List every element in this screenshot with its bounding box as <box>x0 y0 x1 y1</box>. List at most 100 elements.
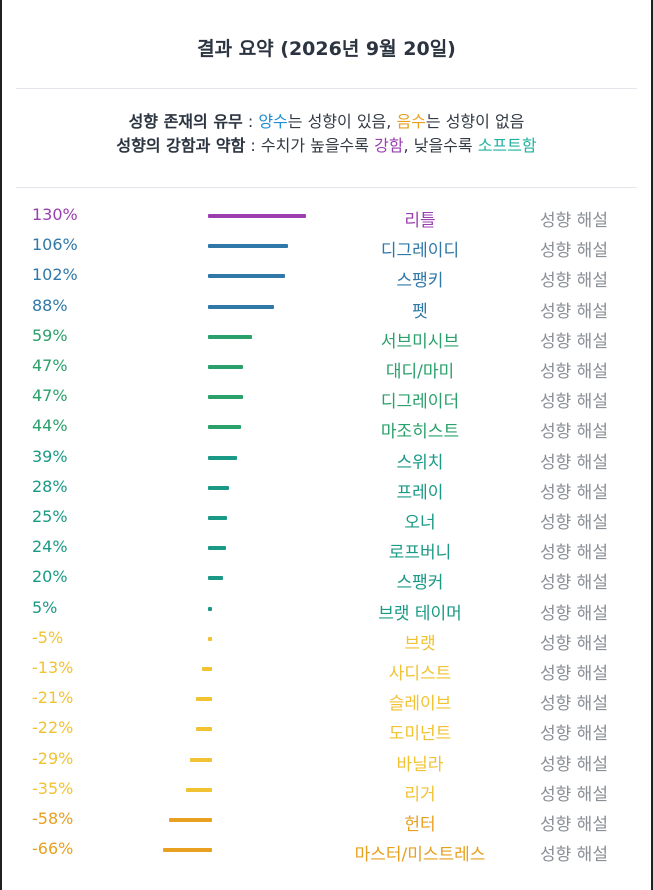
trait-name: 리틀 <box>404 211 436 231</box>
result-row: 39% 스위치 성향 해설 <box>0 442 653 473</box>
result-row: 20% 스팽커 성향 해설 <box>0 562 653 594</box>
trait-name: 마스터/미스트레스 <box>354 845 486 866</box>
trait-explanation-link[interactable]: 성향 해설 <box>540 694 608 715</box>
score-bar <box>208 274 285 279</box>
legend-sep: : <box>242 112 259 131</box>
trait-explanation-link[interactable]: 성향 해설 <box>540 271 608 292</box>
result-row: -29% 바닐라 성향 해설 <box>0 744 653 775</box>
score-bar <box>185 787 212 792</box>
percent-label: -66% <box>32 839 74 859</box>
legend-soft-word: 소프트함 <box>477 136 537 155</box>
trait-explanation-link[interactable]: 성향 해설 <box>540 482 608 503</box>
divider-chart <box>16 187 637 188</box>
trait-name: 대디/마미 <box>385 362 455 382</box>
trait-name: 스팽키 <box>396 271 444 292</box>
score-bar <box>208 636 212 641</box>
result-row: 25% 오너 성향 해설 <box>0 502 653 533</box>
score-bar <box>208 395 244 400</box>
score-bar <box>190 757 212 762</box>
result-row: -5% 브랫 성향 해설 <box>0 623 653 654</box>
score-bar <box>202 667 212 671</box>
trait-explanation-link[interactable]: 성향 해설 <box>540 362 608 382</box>
percent-label: 47% <box>32 356 68 375</box>
trait-name: 브랫 테이머 <box>378 603 462 624</box>
trait-name: 로프버니 <box>388 543 452 564</box>
trait-explanation-link[interactable]: 성향 해설 <box>540 392 608 413</box>
percent-label: 5% <box>32 597 58 617</box>
score-bar <box>195 727 212 732</box>
result-row: 24% 로프버니 성향 해설 <box>0 532 653 564</box>
percent-label: 20% <box>32 567 68 587</box>
trait-explanation-link[interactable]: 성향 해설 <box>540 331 608 352</box>
score-bar <box>208 606 212 611</box>
result-row: -66% 마스터/미스트레스 성향 해설 <box>0 834 653 866</box>
legend-negative-word: 음수 <box>396 112 426 131</box>
result-row: 44% 마조히스트 성향 해설 <box>0 411 653 443</box>
score-bar <box>196 697 212 702</box>
trait-explanation-link[interactable]: 성향 해설 <box>540 845 608 866</box>
trait-explanation-link[interactable]: 성향 해설 <box>540 513 608 533</box>
result-row: 5% 브랫 테이머 성향 해설 <box>0 593 653 624</box>
trait-explanation-link[interactable]: 성향 해설 <box>540 543 608 564</box>
legend-strong-word: 강함 <box>374 136 404 155</box>
trait-name: 슬레이브 <box>388 694 452 715</box>
trait-explanation-link[interactable]: 성향 해설 <box>540 664 608 684</box>
trait-name: 마조히스트 <box>380 422 460 443</box>
trait-name: 스팽커 <box>396 573 444 594</box>
percent-label: 24% <box>32 537 68 557</box>
divider-top <box>16 88 637 89</box>
legend-mid: , 낮을수록 <box>403 136 478 155</box>
percent-label: 44% <box>32 416 68 436</box>
legend-strength-desc: : 수치가 높을수록 <box>245 136 375 155</box>
trait-name: 바닐라 <box>396 754 444 775</box>
percent-label: -21% <box>32 688 74 708</box>
score-bar <box>208 304 274 309</box>
percent-label: -22% <box>32 718 74 738</box>
legend-positive-desc: 는 성향이 있음, <box>287 112 397 131</box>
frame-right-border <box>651 0 653 890</box>
result-row: 47% 디그레이더 성향 해설 <box>0 381 653 413</box>
trait-explanation-link[interactable]: 성향 해설 <box>540 633 608 654</box>
trait-name: 브랫 <box>404 633 436 654</box>
frame-left-border <box>0 0 2 890</box>
score-bar <box>208 516 227 520</box>
trait-explanation-link[interactable]: 성향 해설 <box>540 211 608 231</box>
result-row: 130% 리틀 성향 해설 <box>0 200 653 231</box>
score-bar <box>208 485 229 490</box>
legend-positive-word: 양수 <box>258 112 288 131</box>
trait-name: 리거 <box>404 784 436 805</box>
score-bar <box>208 425 241 430</box>
result-row: -22% 도미넌트 성향 해설 <box>0 713 653 745</box>
score-bar <box>208 576 223 581</box>
score-bar <box>208 214 306 218</box>
trait-name: 프레이 <box>396 482 444 503</box>
trait-explanation-link[interactable]: 성향 해설 <box>540 784 608 805</box>
percent-label: 130% <box>32 205 78 224</box>
result-row: 47% 대디/마미 성향 해설 <box>0 351 653 382</box>
trait-explanation-link[interactable]: 성향 해설 <box>540 241 608 262</box>
percent-label: 88% <box>32 295 68 315</box>
trait-explanation-link[interactable]: 성향 해설 <box>540 452 608 473</box>
percent-label: 47% <box>32 386 68 406</box>
legend-negative-desc: 는 성향이 없음 <box>425 112 525 131</box>
result-row: 59% 서브미시브 성향 해설 <box>0 321 653 352</box>
trait-explanation-link[interactable]: 성향 해설 <box>540 815 608 835</box>
result-row: -13% 사디스트 성향 해설 <box>0 653 653 684</box>
legend-key-existence: 성향 존재의 유무 <box>128 112 243 131</box>
page-title: 결과 요약 (2026년 9월 20일) <box>197 38 456 60</box>
trait-explanation-link[interactable]: 성향 해설 <box>540 603 608 624</box>
trait-name: 디그레이더 <box>380 392 460 413</box>
percent-label: 106% <box>32 235 78 255</box>
legend-line-2: 성향의 강함과 약함 : 수치가 높을수록 강함, 낮을수록 소프트함 <box>0 134 653 158</box>
trait-explanation-link[interactable]: 성향 해설 <box>540 573 608 594</box>
score-bar <box>208 244 288 249</box>
trait-explanation-link[interactable]: 성향 해설 <box>540 422 608 443</box>
trait-name: 디그레이디 <box>380 241 460 262</box>
trait-explanation-link[interactable]: 성향 해설 <box>540 754 608 775</box>
legend-key-strength: 성향의 강함과 약함 <box>116 136 246 155</box>
trait-explanation-link[interactable]: 성향 해설 <box>540 301 608 322</box>
score-bar <box>168 818 212 822</box>
percent-label: 59% <box>32 325 68 345</box>
trait-explanation-link[interactable]: 성향 해설 <box>540 724 608 745</box>
percent-label: -35% <box>32 778 74 798</box>
